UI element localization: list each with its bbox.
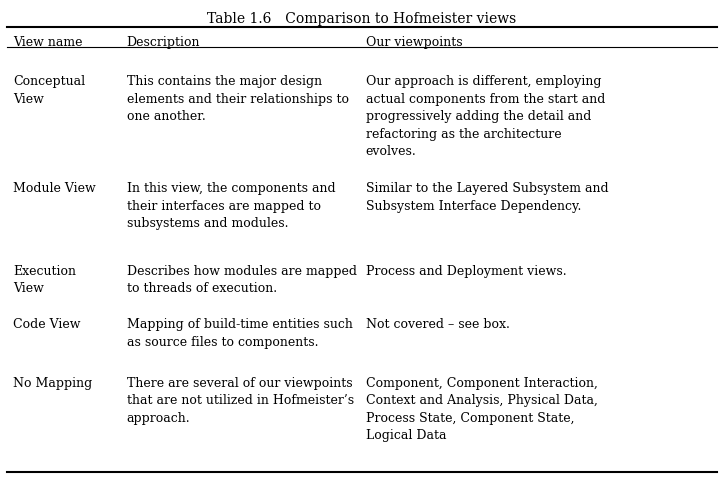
Text: Similar to the Layered Subsystem and
Subsystem Interface Dependency.: Similar to the Layered Subsystem and Sub… [366,182,608,213]
Text: There are several of our viewpoints
that are not utilized in Hofmeister’s
approa: There are several of our viewpoints that… [127,377,354,425]
Text: Description: Description [127,36,201,50]
Text: Our viewpoints: Our viewpoints [366,36,462,50]
Text: No Mapping: No Mapping [13,377,92,390]
Text: Conceptual
View: Conceptual View [13,75,85,106]
Text: Execution
View: Execution View [13,265,76,295]
Text: Component, Component Interaction,
Context and Analysis, Physical Data,
Process S: Component, Component Interaction, Contex… [366,377,597,442]
Text: View name: View name [13,36,83,50]
Text: Mapping of build-time entities such
as source files to components.: Mapping of build-time entities such as s… [127,318,353,349]
Text: Code View: Code View [13,318,80,331]
Text: Process and Deployment views.: Process and Deployment views. [366,265,566,278]
Text: Not covered – see box.: Not covered – see box. [366,318,510,331]
Text: Describes how modules are mapped
to threads of execution.: Describes how modules are mapped to thre… [127,265,357,295]
Text: In this view, the components and
their interfaces are mapped to
subsystems and m: In this view, the components and their i… [127,182,335,230]
Text: Our approach is different, employing
actual components from the start and
progre: Our approach is different, employing act… [366,75,605,158]
Text: Module View: Module View [13,182,96,195]
Text: Table 1.6 Comparison to Hofmeister views: Table 1.6 Comparison to Hofmeister views [207,12,517,26]
Text: This contains the major design
elements and their relationships to
one another.: This contains the major design elements … [127,75,349,123]
